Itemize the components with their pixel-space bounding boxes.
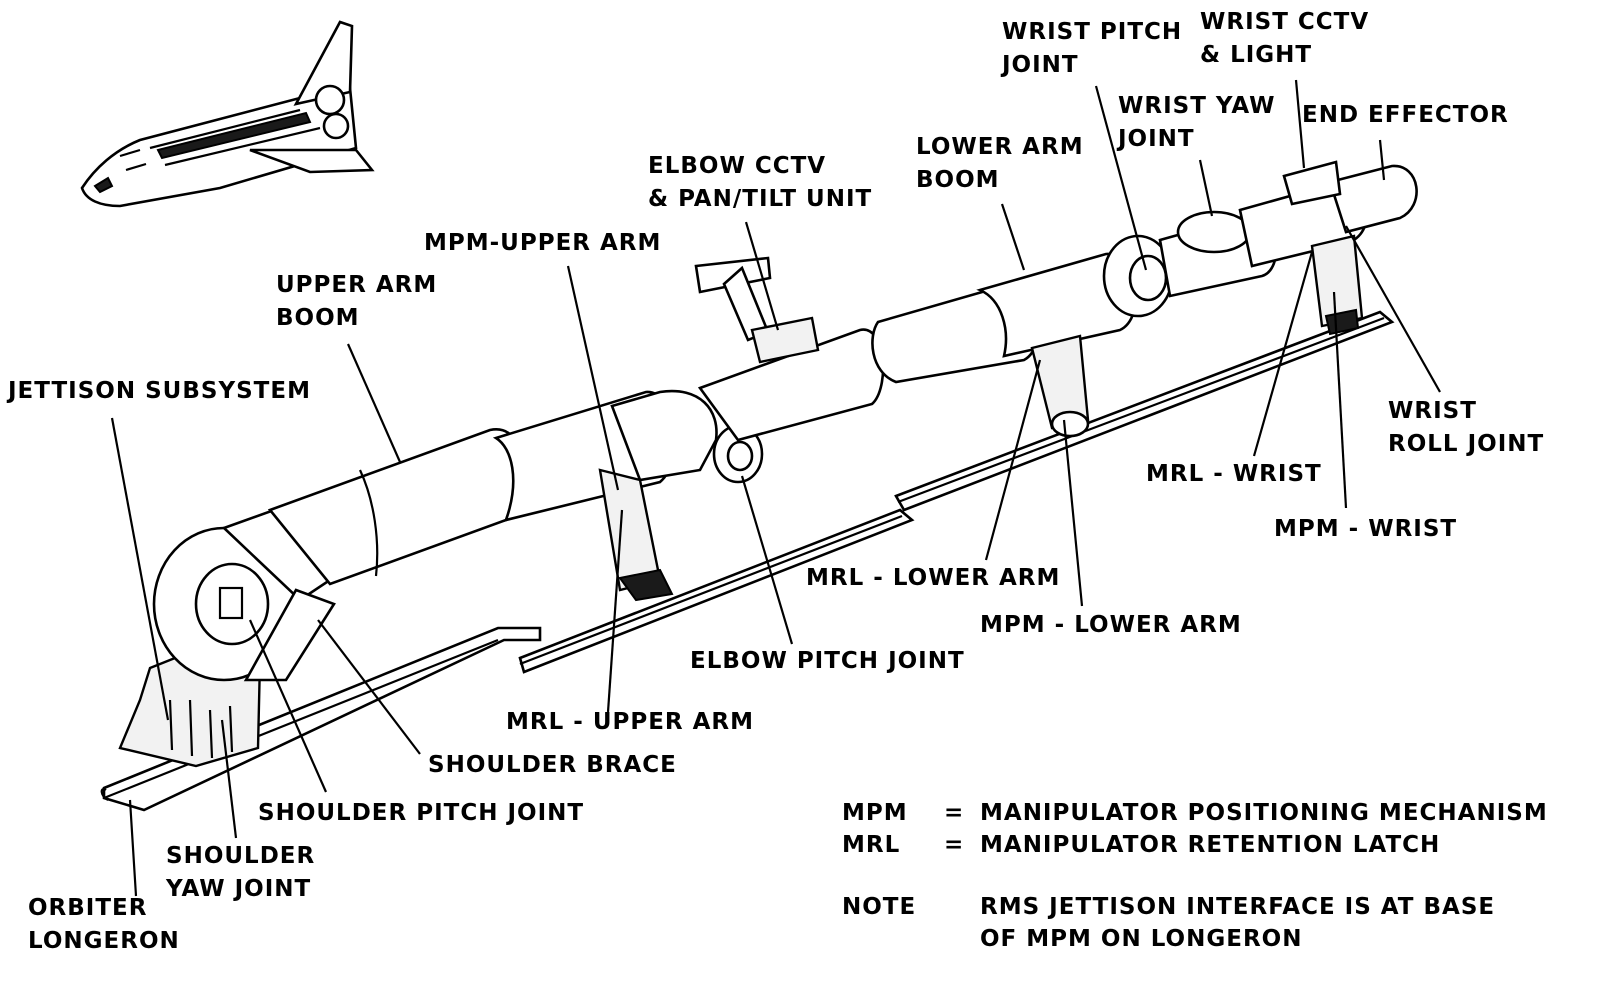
label-line: JOINT xyxy=(1002,52,1079,78)
label-upper-arm-boom: UPPER ARM BOOM xyxy=(276,269,437,335)
label-mpm-lower-arm: MPM - LOWER ARM xyxy=(980,609,1242,642)
label-line: WRIST CCTV xyxy=(1200,9,1370,35)
label-line: SHOULDER PITCH JOINT xyxy=(258,800,585,826)
wrist-assembly xyxy=(1102,160,1418,336)
label-line: MRL - WRIST xyxy=(1146,461,1322,487)
legend-definition-mpm: MANIPULATOR POSITIONING MECHANISM xyxy=(980,800,1548,826)
label-line: LOWER ARM xyxy=(916,134,1084,160)
label-mpm-upper-arm: MPM-UPPER ARM xyxy=(424,227,661,260)
orbiter-shuttle-icon xyxy=(80,20,375,208)
label-lower-arm-boom: LOWER ARM BOOM xyxy=(916,131,1084,197)
label-wrist-cctv: WRIST CCTV & LIGHT xyxy=(1200,6,1369,72)
label-line: JOINT xyxy=(1118,126,1195,152)
leader-lines xyxy=(110,79,1441,897)
legend-definition-mrl: MANIPULATOR RETENTION LATCH xyxy=(980,832,1441,858)
legend-separator: = xyxy=(944,800,965,826)
label-line: MPM - WRIST xyxy=(1274,516,1458,542)
label-shoulder-brace: SHOULDER BRACE xyxy=(428,749,677,782)
label-line: MPM - LOWER ARM xyxy=(980,612,1242,638)
label-mrl-wrist: MRL - WRIST xyxy=(1146,458,1322,491)
label-wrist-roll-joint: WRIST ROLL JOINT xyxy=(1388,395,1544,461)
label-mpm-wrist: MPM - WRIST xyxy=(1274,513,1457,546)
elbow-assembly xyxy=(598,256,885,602)
label-line: END EFFECTOR xyxy=(1302,102,1509,128)
label-elbow-cctv: ELBOW CCTV & PAN/TILT UNIT xyxy=(648,150,872,216)
label-mrl-lower-arm: MRL - LOWER ARM xyxy=(806,562,1060,595)
label-line: ROLL JOINT xyxy=(1388,431,1545,457)
label-jettison-subsystem: JETTISON SUBSYSTEM xyxy=(8,375,311,408)
label-line: ELBOW PITCH JOINT xyxy=(690,648,965,674)
label-line: & LIGHT xyxy=(1200,42,1313,68)
orbiter-longeron-rail xyxy=(100,310,1395,812)
label-line: JETTISON SUBSYSTEM xyxy=(8,378,311,404)
note-line-2: OF MPM ON LONGERON xyxy=(980,926,1303,952)
label-line: LONGERON xyxy=(28,928,180,954)
label-orbiter-longeron: ORBITER LONGERON xyxy=(28,892,180,958)
label-line: MRL - UPPER ARM xyxy=(506,709,755,735)
label-line: WRIST YAW xyxy=(1118,93,1276,119)
label-elbow-pitch-joint: ELBOW PITCH JOINT xyxy=(690,645,965,678)
label-wrist-pitch-joint: WRIST PITCH JOINT xyxy=(1002,16,1182,82)
label-line: BOOM xyxy=(916,167,1000,193)
label-end-effector: END EFFECTOR xyxy=(1302,99,1509,132)
legend-abbr-mpm: MPM xyxy=(842,800,908,826)
lower-arm-boom xyxy=(871,252,1138,438)
label-shoulder-pitch-joint: SHOULDER PITCH JOINT xyxy=(258,797,584,830)
label-wrist-yaw-joint: WRIST YAW JOINT xyxy=(1118,90,1276,156)
label-line: SHOULDER BRACE xyxy=(428,752,677,778)
note-line-1: RMS JETTISON INTERFACE IS AT BASE xyxy=(980,894,1496,920)
label-line: ORBITER xyxy=(28,895,148,921)
legend-separator: = xyxy=(944,832,965,858)
label-line: MRL - LOWER ARM xyxy=(806,565,1061,591)
label-shoulder-yaw-joint: SHOULDER YAW JOINT xyxy=(166,840,315,906)
label-line: & PAN/TILT UNIT xyxy=(648,186,873,212)
label-line: WRIST PITCH xyxy=(1002,19,1183,45)
label-line: MPM-UPPER ARM xyxy=(424,230,662,256)
label-line: ELBOW CCTV xyxy=(648,153,827,179)
label-line: WRIST xyxy=(1388,398,1477,424)
label-line: SHOULDER xyxy=(166,843,316,869)
label-mrl-upper-arm: MRL - UPPER ARM xyxy=(506,706,754,739)
label-line: YAW JOINT xyxy=(166,876,312,902)
label-line: UPPER ARM xyxy=(276,272,438,298)
legend-abbr-mrl: MRL xyxy=(842,832,901,858)
label-line: BOOM xyxy=(276,305,360,331)
note-label: NOTE xyxy=(842,894,917,920)
